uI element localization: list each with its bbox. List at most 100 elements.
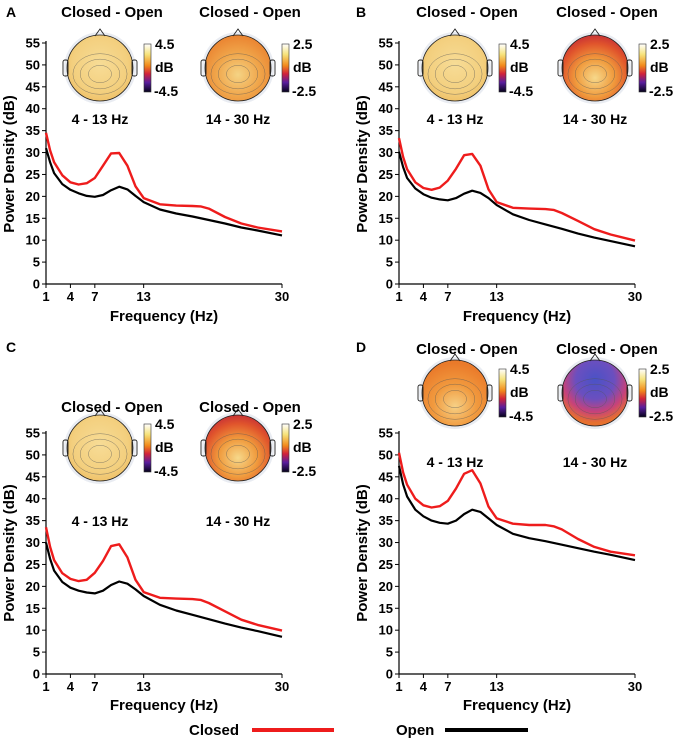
topomap-alpha: 4.5 dB -4.5 Closed - Open 4 - 13 Hz bbox=[61, 4, 178, 127]
y-tick-label: 25 bbox=[26, 557, 40, 572]
y-tick-label: 10 bbox=[26, 233, 40, 248]
contour-line bbox=[217, 438, 259, 470]
scalp-map bbox=[204, 34, 272, 102]
x-tick-label: 7 bbox=[91, 679, 98, 694]
x-tick-label: 13 bbox=[489, 289, 503, 304]
contour-line bbox=[434, 383, 476, 415]
y-axis-label: Power Density (dB) bbox=[354, 95, 371, 233]
x-tick-label: 30 bbox=[275, 289, 289, 304]
y-tick-label: 40 bbox=[379, 101, 393, 116]
y-tick-label: 5 bbox=[386, 645, 393, 660]
topomap-alpha: 4.5 dB -4.5 Closed - Open 4 - 13 Hz bbox=[416, 4, 533, 127]
nose bbox=[94, 28, 106, 37]
y-tick-label: 55 bbox=[379, 36, 393, 51]
y-tick-label: 55 bbox=[26, 36, 40, 51]
y-tick-label: 15 bbox=[379, 601, 393, 616]
scalp-map bbox=[561, 359, 629, 427]
frequency-band-label: 4 - 13 Hz bbox=[427, 111, 484, 127]
contour-line bbox=[583, 390, 607, 408]
topomap-alpha: 4.5 dB -4.5 Closed - Open 4 - 13 Hz bbox=[61, 399, 178, 529]
series-line-closed bbox=[44, 132, 283, 233]
y-tick-label: 10 bbox=[26, 623, 40, 638]
panel-a: 4.5 dB -4.5 Closed - Open 4 - 13 Hz 2.5 dB -2.5… bbox=[1, 4, 316, 325]
colorbar bbox=[143, 43, 152, 93]
frequency-band-label: 4 - 13 Hz bbox=[72, 111, 129, 127]
x-tick-label: 30 bbox=[628, 289, 642, 304]
panel-letter-b: B bbox=[356, 4, 366, 20]
colorbar-max-label: 2.5 bbox=[293, 416, 313, 432]
y-tick-label: 30 bbox=[26, 535, 40, 550]
right-ear bbox=[269, 59, 276, 77]
legend-label-closed: Closed bbox=[189, 722, 239, 739]
x-axis-label: Frequency (Hz) bbox=[110, 697, 218, 714]
contour-line bbox=[574, 383, 616, 415]
y-tick-label: 5 bbox=[33, 255, 40, 270]
x-tick-label: 4 bbox=[67, 679, 75, 694]
y-tick-label: 5 bbox=[386, 255, 393, 270]
x-tick-label: 4 bbox=[420, 289, 428, 304]
y-tick-label: 40 bbox=[379, 491, 393, 506]
contour-line bbox=[210, 53, 266, 95]
series-line-closed bbox=[44, 526, 283, 632]
colorbar bbox=[281, 423, 290, 473]
panel-b: 4.5 dB -4.5 Closed - Open 4 - 13 Hz 2.5 dB -2.5… bbox=[354, 4, 673, 325]
scalp-map bbox=[66, 34, 134, 102]
contour-line bbox=[79, 438, 121, 470]
contour-line bbox=[567, 378, 623, 420]
topomap-beta: 2.5 dB -2.5 Closed - Open 14 - 30 Hz bbox=[556, 4, 673, 127]
nose bbox=[589, 353, 601, 362]
y-tick-label: 35 bbox=[26, 513, 40, 528]
contour-line bbox=[427, 53, 483, 95]
x-tick-label: 1 bbox=[395, 679, 402, 694]
scalp-map bbox=[421, 359, 489, 427]
x-axis-label: Frequency (Hz) bbox=[463, 308, 571, 325]
y-tick-label: 45 bbox=[379, 79, 393, 94]
contour-line bbox=[88, 65, 112, 83]
y-tick-label: 20 bbox=[26, 579, 40, 594]
frequency-band-label: 14 - 30 Hz bbox=[206, 513, 271, 529]
contour-line bbox=[79, 58, 121, 90]
x-tick-label: 1 bbox=[42, 289, 49, 304]
contour-line bbox=[583, 65, 607, 83]
left-ear bbox=[557, 384, 564, 402]
contour-line bbox=[574, 58, 616, 90]
contour-line bbox=[443, 390, 467, 408]
panel-d: 4.5 dB -4.5 Closed - Open 4 - 13 Hz 2.5 dB -2.5… bbox=[354, 341, 673, 714]
y-tick-label: 45 bbox=[379, 469, 393, 484]
y-tick-label: 10 bbox=[379, 233, 393, 248]
x-axis-label: Frequency (Hz) bbox=[463, 697, 571, 714]
y-tick-label: 40 bbox=[26, 101, 40, 116]
left-ear bbox=[557, 59, 564, 77]
y-tick-label: 40 bbox=[26, 491, 40, 506]
right-ear bbox=[131, 439, 138, 457]
y-tick-label: 50 bbox=[26, 57, 40, 72]
colorbar-unit-label: dB bbox=[293, 59, 312, 75]
x-tick-label: 13 bbox=[136, 679, 150, 694]
panel-letter-a: A bbox=[6, 4, 16, 20]
colorbar-max-label: 4.5 bbox=[510, 361, 530, 377]
series-line-closed bbox=[397, 137, 636, 242]
y-tick-label: 45 bbox=[26, 469, 40, 484]
y-tick-label: 50 bbox=[379, 57, 393, 72]
series-line-open bbox=[44, 147, 283, 237]
y-tick-label: 55 bbox=[26, 426, 40, 441]
frequency-band-label: 14 - 30 Hz bbox=[563, 454, 628, 470]
scalp-map bbox=[561, 34, 629, 102]
frequency-band-label: 4 - 13 Hz bbox=[72, 513, 129, 529]
x-tick-label: 7 bbox=[444, 679, 451, 694]
x-tick-label: 7 bbox=[91, 289, 98, 304]
topomap-title: Closed - Open bbox=[61, 399, 163, 416]
y-tick-label: 55 bbox=[379, 426, 393, 441]
x-tick-label: 4 bbox=[420, 679, 428, 694]
colorbar bbox=[498, 368, 507, 418]
y-tick-label: 15 bbox=[379, 211, 393, 226]
y-tick-label: 25 bbox=[26, 167, 40, 182]
topomap-title: Closed - Open bbox=[416, 4, 518, 21]
left-ear bbox=[417, 384, 424, 402]
y-tick-label: 0 bbox=[33, 667, 40, 682]
right-ear bbox=[626, 59, 633, 77]
topomap-beta: 2.5 dB -2.5 Closed - Open 14 - 30 Hz bbox=[199, 399, 316, 529]
panel-letter-d: D bbox=[356, 339, 366, 355]
nose bbox=[449, 28, 461, 37]
